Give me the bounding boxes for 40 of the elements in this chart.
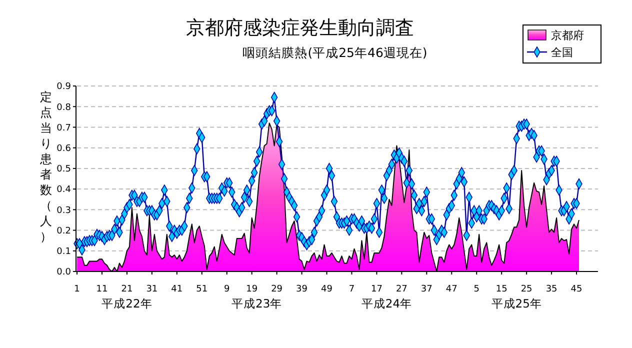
y-tick-label: 0.9 bbox=[56, 82, 72, 92]
chart-title: 京都府感染症発生動向調査 bbox=[186, 17, 414, 39]
x-tick-label: 35 bbox=[546, 284, 558, 294]
y-tick-label: 0.3 bbox=[56, 206, 71, 216]
legend-label: 全国 bbox=[551, 46, 573, 59]
text: 平成23年 bbox=[232, 296, 282, 310]
x-tick-label: 17 bbox=[370, 284, 382, 294]
x-tick-label: 11 bbox=[96, 284, 108, 294]
y-tick-label: 0.4 bbox=[56, 185, 72, 196]
x-tick-label: 41 bbox=[171, 284, 183, 294]
y-tick-label: 0.8 bbox=[56, 102, 72, 113]
x-tick-label: 21 bbox=[121, 284, 133, 294]
text: 定点当り患者数（人） bbox=[40, 90, 52, 244]
x-tick-label: 31 bbox=[146, 284, 158, 294]
chart-subtitle: 咽頭結膜熱(平成25年46週現在) bbox=[242, 45, 428, 60]
x-tick-label: 25 bbox=[520, 284, 532, 294]
x-tick-label: 15 bbox=[496, 284, 508, 294]
y-tick-label: 0.0 bbox=[56, 268, 72, 278]
y-tick-label: 0.2 bbox=[56, 226, 71, 236]
x-tick-label: 29 bbox=[271, 284, 283, 294]
x-tick-label: 27 bbox=[396, 284, 408, 294]
y-tick-label: 0.1 bbox=[56, 247, 71, 258]
x-tick-label: 7 bbox=[348, 284, 355, 294]
x-tick-label: 9 bbox=[224, 284, 230, 294]
x-tick-label: 51 bbox=[196, 284, 208, 294]
x-tick-label: 5 bbox=[474, 284, 480, 294]
y-tick-label: 0.5 bbox=[56, 164, 71, 175]
x-tick-label: 37 bbox=[420, 284, 432, 294]
x-tick-label: 19 bbox=[246, 284, 258, 294]
x-tick-label: 45 bbox=[570, 284, 582, 294]
x-tick-label: 39 bbox=[296, 284, 308, 294]
text: 平成24年 bbox=[361, 296, 412, 310]
x-tick-label: 49 bbox=[321, 284, 333, 294]
y-tick-label: 0.7 bbox=[56, 123, 71, 134]
text: 平成22年 bbox=[102, 296, 152, 310]
y-tick-label: 0.6 bbox=[56, 144, 72, 154]
x-tick-label: 1 bbox=[74, 284, 80, 294]
legend-label: 京都府 bbox=[551, 28, 584, 42]
text: 平成25年 bbox=[491, 296, 542, 310]
x-tick-label: 47 bbox=[446, 284, 458, 294]
